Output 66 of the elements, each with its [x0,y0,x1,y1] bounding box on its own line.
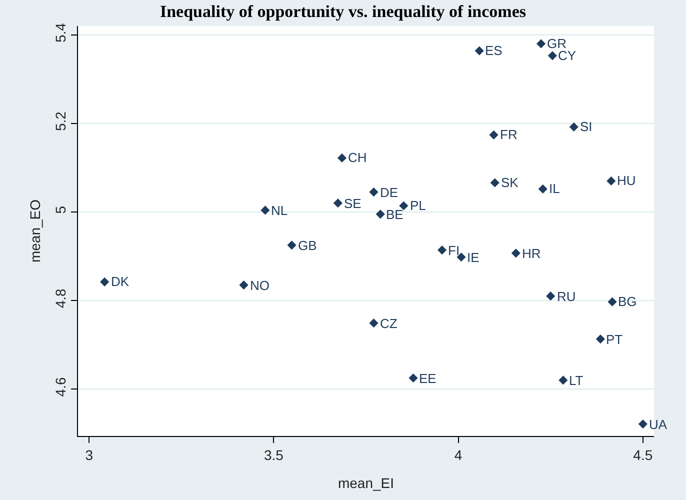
annotation: LT [569,373,584,388]
annotation: IL [549,181,560,196]
point [489,130,498,140]
point [511,248,520,258]
point [546,292,556,301]
annotation: NO [250,278,270,293]
point [596,334,606,344]
point [456,252,466,262]
annotation: BE [386,207,404,222]
y-axis-title: mean_EO [27,199,43,263]
point [538,184,548,194]
point [606,176,616,186]
x-tick-label: 3 [85,446,94,463]
point [369,187,378,197]
annotation: CH [348,150,367,165]
point [333,198,342,208]
annotation: EE [419,371,437,386]
annotation: IE [467,250,480,265]
annotation: FI [448,243,460,258]
point [490,178,500,188]
annotation: DK [111,274,130,289]
annotation: PL [410,198,426,213]
y-tick-label: 5.2 [52,111,68,132]
y-tick-label: 4.8 [52,288,68,308]
annotation: BG [618,294,637,309]
x-tick-label: 4.5 [633,446,653,463]
annotation: HR [522,246,541,261]
point [438,245,447,255]
point [608,297,617,306]
point [239,280,248,290]
annotation: FR [500,127,518,142]
annotation: ES [485,43,503,58]
annotation: DE [380,185,398,200]
annotation: HU [617,173,636,188]
point [376,210,385,219]
x-tick-label: 3.5 [264,446,284,463]
annotation: SE [344,196,362,211]
point [287,240,296,250]
point [569,122,578,132]
point [638,420,648,429]
y-tick-label: 5.4 [52,22,68,42]
point [548,51,558,60]
point [399,201,408,210]
y-tick-label: 5 [52,206,68,214]
annotation: UA [649,417,668,432]
annotation: PT [606,332,623,347]
point [260,206,270,215]
annotation: GB [298,238,317,253]
x-axis-title: mean_EI [338,475,394,491]
point [558,376,568,385]
annotation: CZ [380,316,398,331]
annotation: RU [557,289,576,304]
point [536,39,546,48]
annotation: GR [547,36,566,51]
x-tick-label: 4 [454,446,462,463]
y-tick-label: 4.6 [52,377,68,397]
annotation: SK [501,175,519,190]
point [337,153,347,162]
annotation: SI [580,119,592,134]
annotation: NL [271,203,288,218]
point [408,373,418,383]
annotation: CY [558,48,576,63]
point [100,277,110,286]
point [369,318,378,328]
point [474,46,484,56]
chart-title: Inequality of opportunity vs. inequality of incomes [160,2,526,21]
